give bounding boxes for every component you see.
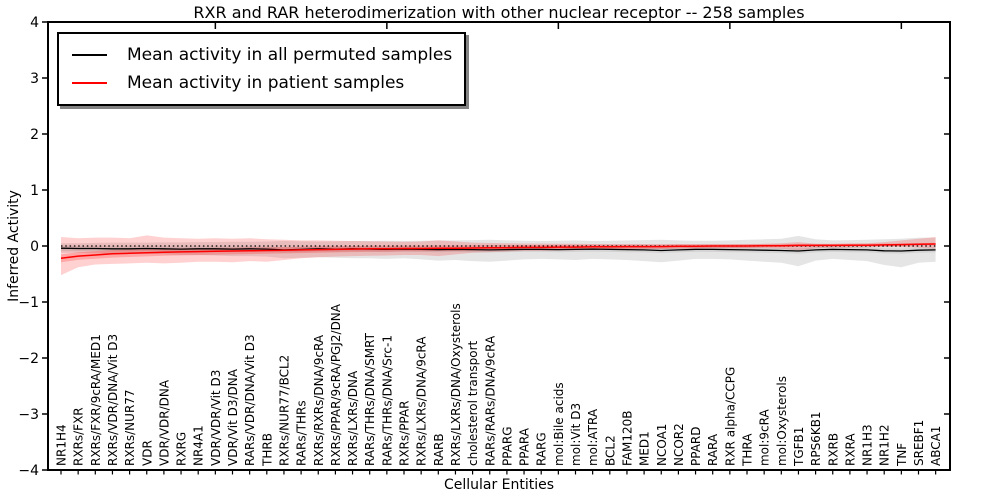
x-tick-label: RPS6KB1 xyxy=(809,411,823,466)
patient-mean-line xyxy=(60,243,936,260)
x-tick-label: FAM120B xyxy=(620,411,634,467)
x-tick-label: RXRs/RXRs/DNA/9cRA xyxy=(312,334,326,466)
y-tick-label: −1 xyxy=(18,295,39,311)
x-tick-label: VDR/VDR/DNA xyxy=(157,379,171,466)
x-tick-label: PPARA xyxy=(518,427,532,466)
x-tick-label: RXRs/LXRs/DNA xyxy=(346,370,360,466)
x-tick-label: RXRs/LXRs/DNA/Oxysterols xyxy=(449,303,463,466)
x-tick-label: RARB xyxy=(432,433,446,466)
x-tick-label: mol:Bile acids xyxy=(552,382,566,466)
x-tick-label: RXRs/NUR77 xyxy=(123,389,137,466)
x-tick-label: RXRA xyxy=(843,433,857,466)
y-tick-label: 1 xyxy=(30,183,39,199)
legend-item-patient: Mean activity in patient samples xyxy=(72,69,452,97)
y-tick-label: −2 xyxy=(18,351,39,367)
x-tick-label: RXRs/LXRs/DNA/9cRA xyxy=(415,336,429,466)
y-axis-title: Inferred Activity xyxy=(6,190,22,302)
x-tick-label: ABCA1 xyxy=(929,426,943,466)
y-tick-label: 4 xyxy=(30,15,39,31)
x-tick-label: BCL2 xyxy=(603,435,617,466)
x-tick-label: cholesterol transport xyxy=(466,340,480,466)
x-tick-label: RXRs/FXR/9cRA/MED1 xyxy=(89,334,103,466)
x-tick-label: THRB xyxy=(260,433,274,467)
x-tick-label: RARs/VDR/DNA/Vit D3 xyxy=(243,334,257,466)
x-tick-label: THRA xyxy=(741,433,755,467)
x-tick-label: RARs/RARs/DNA/9cRA xyxy=(483,335,497,466)
x-tick-label: RXRG xyxy=(175,432,189,466)
x-tick-label: MED1 xyxy=(638,431,652,466)
y-tick-label: 3 xyxy=(30,71,39,87)
x-tick-label: PPARG xyxy=(500,426,514,466)
x-tick-label: VDR xyxy=(140,440,154,466)
permuted-band xyxy=(61,235,936,268)
x-tick-label: RXRs/VDR/DNA/Vit D3 xyxy=(106,334,120,466)
x-tick-label: VDR/VDR/Vit D3 xyxy=(209,370,223,466)
x-tick-label: RARs/THRs/DNA/Src-1 xyxy=(380,335,394,466)
x-tick-label: mol:Oxysterols xyxy=(775,376,789,466)
x-tick-label: NR1H2 xyxy=(878,424,892,466)
x-tick-label: mol:9cRA xyxy=(758,409,772,466)
x-tick-label: RARs/THRs xyxy=(295,400,309,466)
x-tick-label: VDR/Vit D3/DNA xyxy=(226,368,240,466)
x-tick-label: NCOR2 xyxy=(672,423,686,466)
x-tick-label: RXRB xyxy=(826,433,840,466)
permuted-line-swatch xyxy=(72,54,107,56)
x-tick-label: mol:ATRA xyxy=(586,408,600,466)
x-tick-label: RARG xyxy=(535,432,549,466)
x-tick-label: RXRs/NUR77/BCL2 xyxy=(277,355,291,466)
y-tick-label: −3 xyxy=(18,407,39,423)
x-axis-title: Cellular Entities xyxy=(443,477,555,493)
x-tick-label: NR1H3 xyxy=(861,424,875,466)
x-tick-label: TNF xyxy=(895,443,909,467)
legend-label: Mean activity in patient samples xyxy=(127,73,405,93)
chart-title: RXR and RAR heterodimerization with othe… xyxy=(193,3,805,22)
x-tick-label: NR1H4 xyxy=(55,424,69,466)
y-tick-label: −4 xyxy=(18,463,39,479)
y-tick-label: 2 xyxy=(30,127,39,143)
legend-item-permuted: Mean activity in all permuted samples xyxy=(72,41,452,69)
x-tick-label: RXRs/PPAR xyxy=(398,401,412,466)
patient-inner-band xyxy=(61,242,936,263)
x-tick-label: RARs/THRs/DNA/SMRT xyxy=(363,332,377,466)
permuted-mean-line xyxy=(60,247,936,252)
x-tick-label: RXRs/FXR xyxy=(72,407,86,466)
x-tick-label: SREBF1 xyxy=(912,420,926,466)
x-tick-label: TGFB1 xyxy=(792,427,806,467)
x-tick-label: NCOA1 xyxy=(655,424,669,466)
x-tick-label: RXR alpha/CCPG xyxy=(723,367,737,466)
x-tick-label: mol:Vit D3 xyxy=(569,403,583,466)
x-tick-label: NR4A1 xyxy=(192,425,206,466)
y-tick-label: 0 xyxy=(30,239,39,255)
x-tick-label: RARA xyxy=(706,433,720,466)
legend-label: Mean activity in all permuted samples xyxy=(127,45,453,65)
x-tick-label: RXRs/PPAR/9cRA/PGJ2/DNA xyxy=(329,303,343,466)
x-tick-label: PPARD xyxy=(689,427,703,467)
legend-box: Mean activity in all permuted samples Me… xyxy=(57,32,467,106)
patient-line-swatch xyxy=(72,82,107,84)
